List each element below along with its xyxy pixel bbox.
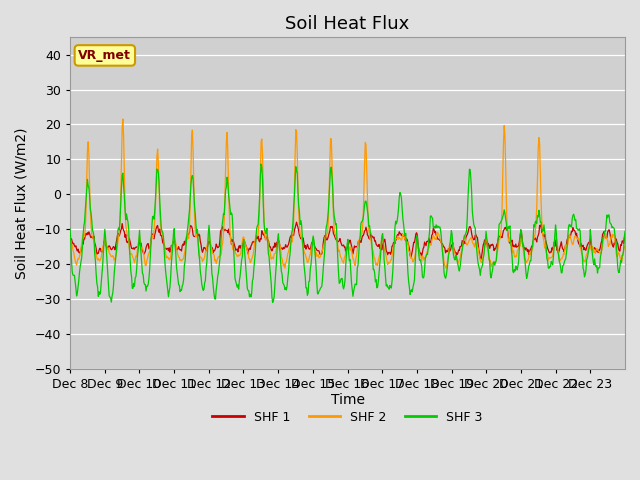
Legend: SHF 1, SHF 2, SHF 3: SHF 1, SHF 2, SHF 3 xyxy=(207,406,488,429)
Text: VR_met: VR_met xyxy=(79,49,131,62)
Title: Soil Heat Flux: Soil Heat Flux xyxy=(285,15,410,33)
Y-axis label: Soil Heat Flux (W/m2): Soil Heat Flux (W/m2) xyxy=(15,127,29,279)
X-axis label: Time: Time xyxy=(330,393,365,408)
